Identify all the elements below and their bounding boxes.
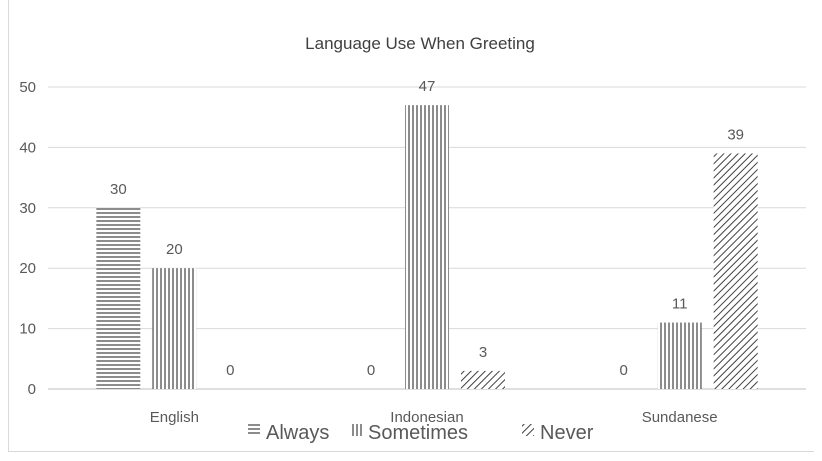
x-category-label: English <box>150 409 199 426</box>
legend-swatch-always <box>248 424 260 436</box>
chart-frame <box>8 0 814 452</box>
y-tick-label: 30 <box>19 200 36 217</box>
x-category-label: Indonesian <box>390 409 463 426</box>
legend-swatch-sometimes <box>350 424 362 436</box>
bar-always-english <box>96 207 141 389</box>
data-label: 0 <box>226 362 234 379</box>
data-label: 47 <box>419 78 436 95</box>
bar-sometimes-indonesian <box>405 105 449 390</box>
data-label: 0 <box>367 362 375 379</box>
bar-never-sundanese <box>713 153 758 389</box>
y-tick-label: 20 <box>19 260 36 277</box>
y-tick-label: 0 <box>28 381 36 398</box>
legend: Always Sometimes Never <box>248 422 594 444</box>
data-label: 39 <box>727 126 744 143</box>
x-category-label: Sundanese <box>642 409 718 426</box>
chart-title: Language Use When Greeting <box>305 34 535 53</box>
y-tick-label: 40 <box>19 139 36 156</box>
legend-label: Never <box>540 422 594 444</box>
data-label: 0 <box>619 362 627 379</box>
data-label: 3 <box>479 344 487 361</box>
bar-sometimes-english <box>152 268 197 389</box>
data-label: 30 <box>110 181 127 198</box>
y-tick-label: 50 <box>19 79 36 96</box>
y-tick-label: 10 <box>19 321 36 338</box>
bar-sometimes-sundanese <box>657 322 702 389</box>
y-axis-ticks: 0 10 20 30 40 50 <box>19 79 36 398</box>
legend-swatch-never <box>522 424 534 436</box>
x-axis-categories: English Indonesian Sundanese <box>150 409 718 426</box>
legend-label: Always <box>266 422 329 444</box>
bars <box>96 105 758 390</box>
bar-never-indonesian <box>461 370 505 389</box>
data-label: 20 <box>166 241 183 258</box>
legend-label: Sometimes <box>368 422 468 444</box>
data-label: 11 <box>672 296 688 313</box>
